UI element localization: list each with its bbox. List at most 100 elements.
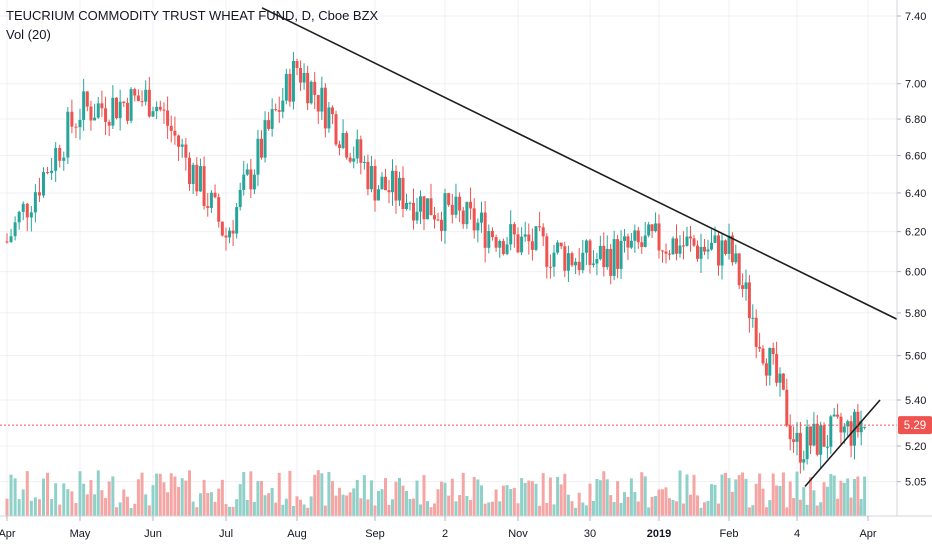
volume-bar xyxy=(512,487,516,516)
candle-body xyxy=(355,139,359,159)
volume-bar xyxy=(842,482,846,516)
volume-bar xyxy=(465,496,469,516)
volume-bar xyxy=(429,507,433,516)
volume-bar xyxy=(29,500,33,516)
volume-bar xyxy=(5,498,9,516)
candle-body xyxy=(730,235,734,263)
time-axis[interactable]: Apr May Jun Jul Aug Sep 2 Nov 30 2019 Feb 4 Apr xyxy=(0,516,877,540)
candle-body xyxy=(195,164,199,192)
candle-body xyxy=(498,240,502,248)
volume-bar xyxy=(151,485,155,516)
volume-bar xyxy=(348,492,352,516)
volume-bar xyxy=(483,503,487,516)
resistance-trendline xyxy=(261,7,898,320)
time-tick-label: 2 xyxy=(442,528,448,540)
volume-bar xyxy=(633,491,637,516)
candle-body xyxy=(422,196,426,220)
candle-body xyxy=(320,87,324,112)
volume-bar xyxy=(516,503,520,516)
candle-body xyxy=(391,170,394,193)
volume-bar xyxy=(242,472,246,516)
volume-bar xyxy=(213,501,217,516)
volume-bar xyxy=(252,501,256,516)
volume-bar xyxy=(162,482,166,516)
candle-body xyxy=(530,241,534,250)
volume-bar xyxy=(805,504,809,516)
candle-body xyxy=(242,174,246,190)
candle-body xyxy=(46,172,50,174)
volume-bar xyxy=(447,495,451,516)
candle-body xyxy=(798,432,802,463)
candle-body xyxy=(605,248,609,268)
volume-bar xyxy=(863,476,867,516)
volume-bar xyxy=(391,499,394,516)
volume-bar xyxy=(570,501,574,516)
volume-bar xyxy=(398,477,401,516)
candle-body xyxy=(654,223,658,232)
candle-body xyxy=(249,169,253,190)
volume-bar xyxy=(629,478,633,516)
volume-bar xyxy=(82,483,86,516)
candle-body xyxy=(566,253,570,271)
trendlines[interactable] xyxy=(261,7,898,488)
candle-body xyxy=(440,219,443,231)
candle-body xyxy=(556,242,560,253)
volume-bar xyxy=(802,487,806,516)
time-tick-label: Aug xyxy=(287,528,307,540)
volume-bar xyxy=(111,476,115,516)
candle-body xyxy=(545,236,549,267)
symbol-title[interactable]: TEUCRIUM COMMODITY TRUST WHEAT FUND, D, … xyxy=(6,8,379,23)
volume-bar xyxy=(636,501,640,516)
candle-body xyxy=(89,106,93,121)
volume-bar xyxy=(309,496,313,516)
volume-bar xyxy=(384,478,387,516)
volume-bar xyxy=(602,471,606,516)
candle-body xyxy=(863,426,867,428)
volume-indicator-title[interactable]: Vol (20) xyxy=(6,27,51,42)
candle-body xyxy=(447,193,451,205)
candle-body xyxy=(231,230,235,234)
volume-bar xyxy=(133,503,137,516)
volume-bar xyxy=(768,500,772,516)
volume-bar xyxy=(140,472,144,516)
volume-bar xyxy=(323,505,327,516)
candle-body xyxy=(66,111,70,158)
candle-body xyxy=(341,133,345,148)
candle-body xyxy=(494,237,498,248)
price-axis-background[interactable] xyxy=(897,0,932,550)
volume-bar xyxy=(487,502,491,516)
volume-bar xyxy=(563,473,567,516)
candle-body xyxy=(394,170,398,201)
volume-bar xyxy=(758,473,762,516)
volume-bar xyxy=(754,483,758,516)
volume-bar xyxy=(50,499,54,516)
candle-body xyxy=(191,164,195,184)
volume-bar xyxy=(724,472,727,516)
volume-bar xyxy=(408,498,412,516)
candle-body xyxy=(29,212,33,218)
candlesticks xyxy=(5,52,867,474)
volume-bar xyxy=(21,489,25,516)
candle-body xyxy=(450,204,454,215)
volume-bar xyxy=(366,499,370,516)
candle-body xyxy=(256,138,260,175)
price-axis[interactable]: 7.40 7.00 6.80 6.60 6.40 6.20 6.00 5.80 5.60 5.40… xyxy=(897,11,926,489)
volume-bar xyxy=(682,503,685,516)
candle-body xyxy=(699,246,703,259)
volume-bar xyxy=(100,490,104,516)
volume-bar xyxy=(422,474,426,516)
candle-body xyxy=(461,210,465,225)
candle-body xyxy=(771,348,775,355)
volume-bar xyxy=(13,478,17,516)
candle-body xyxy=(744,282,748,289)
candle-body xyxy=(839,416,843,433)
volume-bar xyxy=(62,483,66,516)
candle-body xyxy=(443,193,447,231)
volume-bar xyxy=(703,502,706,516)
candle-body xyxy=(433,215,436,220)
candle-body xyxy=(534,226,538,250)
volume-bar xyxy=(764,507,768,516)
volume-bar xyxy=(747,507,751,516)
